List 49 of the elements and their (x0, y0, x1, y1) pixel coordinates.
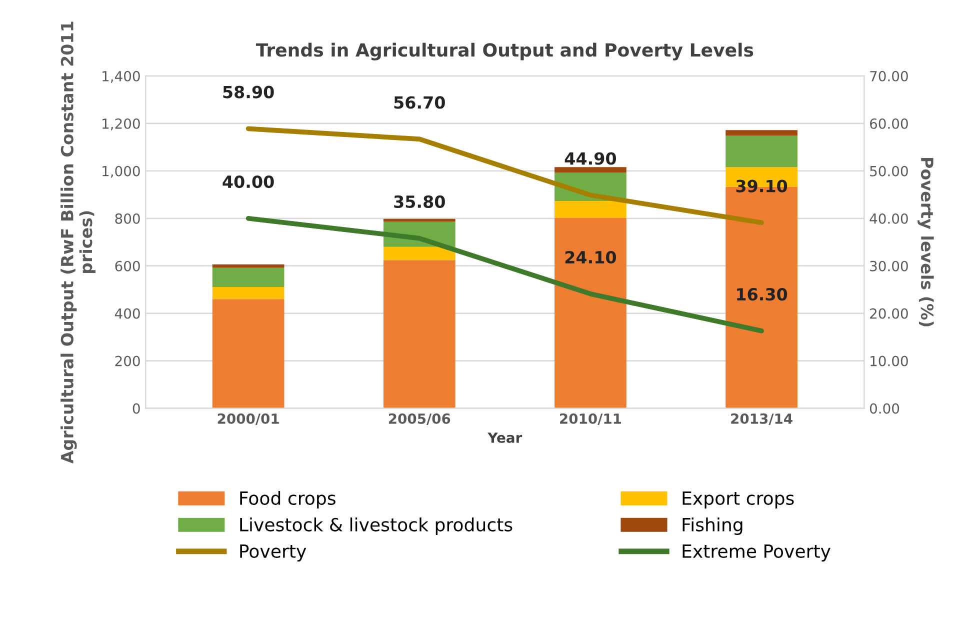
x-axis-title: Year (488, 432, 522, 443)
y2-tick-label: 40.00 (870, 213, 908, 224)
y2-tick-label: 30.00 (870, 260, 908, 272)
x-tick-label: 2005/06 (388, 413, 450, 425)
legend-label: Export crops (682, 492, 794, 508)
y2-tick-label: 70.00 (870, 70, 908, 82)
bar (212, 268, 284, 287)
y-tick-label: 200 (115, 356, 140, 366)
y2-tick-label: 50.00 (870, 166, 908, 176)
legend-label: Poverty (240, 544, 306, 562)
legend-label: Food crops (240, 491, 336, 508)
bar (383, 260, 456, 408)
data-label: 39.10 (736, 180, 788, 192)
y-tick-label: 600 (115, 260, 140, 272)
legend-label: Extreme Poverty (682, 544, 830, 562)
y2-axis-title: Poverty levels (%) (918, 158, 934, 326)
y-tick-label: 400 (114, 308, 140, 319)
bar (383, 246, 456, 260)
chart-title: Trends in Agricultural Output and Poverty Levels (256, 42, 754, 60)
data-label: 58.90 (223, 86, 274, 98)
data-label: 40.00 (222, 175, 274, 188)
bar (212, 286, 284, 300)
bar (554, 167, 626, 173)
data-label: 16.30 (737, 288, 788, 301)
bar (726, 130, 798, 136)
y2-tick-label: 10.00 (870, 356, 908, 366)
y2-tick-label: 60.00 (870, 118, 908, 129)
x-tick-label: 2013/14 (731, 413, 792, 425)
y-tick-label: 1,000 (102, 166, 140, 178)
y-tick-label: 1,200 (102, 118, 140, 130)
y-tick-label: 0 (132, 403, 140, 414)
data-label: 56.70 (394, 96, 445, 109)
data-label: 35.80 (394, 195, 445, 208)
bar (212, 299, 284, 408)
bar (554, 201, 626, 218)
y2-tick-label: 0.00 (870, 403, 900, 414)
y2-tick-label: 20.00 (870, 308, 908, 319)
y-tick-label: 1,400 (102, 70, 140, 83)
legend-label: Fishing (682, 518, 742, 535)
data-label: 44.90 (564, 152, 616, 165)
bar (212, 264, 284, 268)
x-tick-label: 2000/01 (218, 413, 279, 425)
bar (726, 136, 798, 168)
bar (554, 218, 626, 408)
legend-label: Livestock & livestock products (240, 518, 512, 535)
y-tick-label: 800 (115, 213, 140, 224)
data-label: 24.10 (565, 250, 616, 264)
y-axis-title: Agricultural Output (RwF Billion Constant 2011 prices) (60, 22, 96, 464)
x-tick-label: 2010/11 (560, 413, 622, 425)
